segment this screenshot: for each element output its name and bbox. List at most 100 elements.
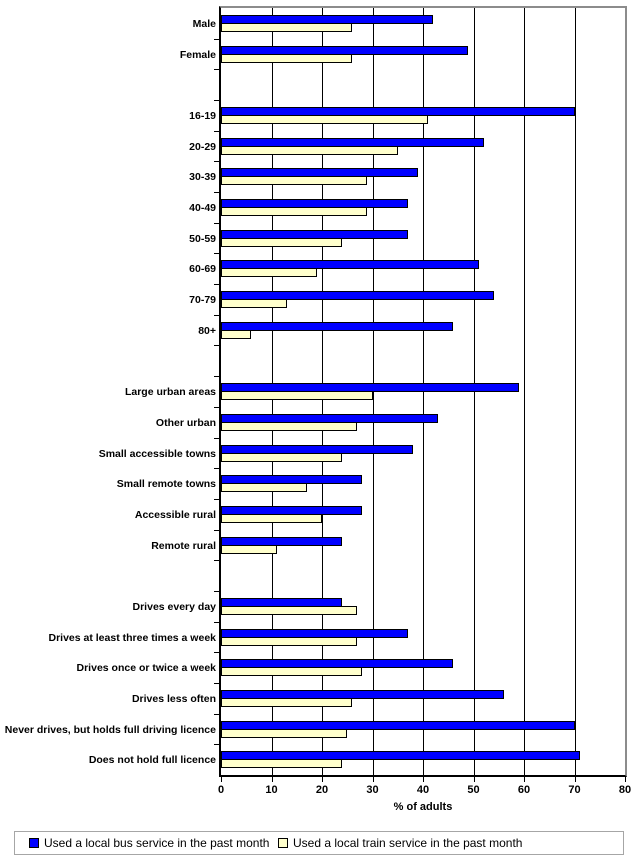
train-bar-does-not-hold-full-licence	[221, 759, 343, 769]
plot-area	[219, 6, 627, 777]
y-axis-tick	[214, 253, 220, 255]
category-label-40-49: 40-49	[189, 202, 216, 215]
y-axis-tick	[214, 744, 220, 746]
train-bar-drives-less-often	[221, 697, 353, 707]
y-axis-tick	[214, 161, 220, 163]
bus-bar-remote-rural	[221, 536, 343, 546]
bus-series-swatch	[29, 838, 39, 848]
y-axis-tick	[214, 130, 220, 132]
category-label-16-19: 16-19	[189, 110, 216, 123]
y-axis-tick	[214, 713, 220, 715]
gridline-60	[524, 8, 525, 775]
y-axis-tick	[214, 498, 220, 500]
legend-item-train: Used a local train service in the past m…	[278, 836, 522, 850]
x-axis-tick-0	[221, 777, 222, 782]
gridline-70	[574, 8, 576, 775]
bus-bar-never-drives-but-holds-full-driving-licence	[221, 720, 575, 730]
x-tick-label-60: 60	[517, 784, 531, 796]
train-bar-male	[221, 23, 353, 32]
legend-label-bus: Used a local bus service in the past mon…	[44, 836, 270, 850]
train-bar-female	[221, 53, 353, 63]
y-axis-tick	[214, 621, 220, 623]
x-tick-label-20: 20	[315, 784, 329, 796]
category-label-remote-rural: Remote rural	[151, 539, 216, 552]
x-axis-tick-20	[322, 777, 323, 782]
train-bar-20-29	[221, 145, 398, 155]
legend-label-train: Used a local train service in the past m…	[293, 836, 523, 850]
y-axis-tick	[214, 406, 220, 408]
train-bar-remote-rural	[221, 544, 277, 554]
bus-bar-80	[221, 321, 454, 331]
y-axis-tick	[214, 38, 220, 40]
y-axis-tick	[214, 284, 220, 286]
y-axis-tick	[214, 69, 220, 71]
train-bar-small-accessible-towns	[221, 452, 343, 462]
x-axis-tick-80	[625, 777, 626, 782]
y-axis-tick	[214, 345, 220, 347]
train-bar-50-59	[221, 237, 343, 247]
category-label-never-drives-but-holds-full-driving-licence: Never drives, but holds full driving lic…	[4, 723, 216, 736]
category-label-30-39: 30-39	[189, 171, 216, 184]
x-tick-label-0: 0	[217, 784, 225, 796]
category-label-other-urban: Other urban	[155, 416, 216, 429]
train-bar-16-19	[221, 115, 429, 125]
y-axis-tick	[214, 652, 220, 654]
train-bar-40-49	[221, 207, 368, 217]
x-axis-tick-40	[423, 777, 424, 782]
x-axis-tick-50	[473, 777, 475, 782]
category-label-20-29: 20-29	[189, 140, 216, 153]
y-axis-tick	[214, 560, 220, 562]
y-axis-tick	[214, 376, 220, 378]
x-tick-label-40: 40	[416, 784, 430, 796]
legend-item-bus: Used a local bus service in the past mon…	[29, 836, 278, 850]
train-bar-drives-at-least-three-times-a-week	[221, 636, 358, 646]
y-axis-tick	[214, 468, 220, 470]
x-axis-tick-30	[372, 777, 374, 782]
category-label-male: Male	[192, 18, 216, 30]
bus-bar-does-not-hold-full-licence	[221, 751, 580, 761]
category-label-small-remote-towns: Small remote towns	[116, 478, 216, 491]
train-bar-drives-every-day	[221, 605, 358, 615]
train-series-swatch	[278, 838, 288, 848]
train-bar-60-69	[221, 268, 317, 278]
category-label-drives-at-least-three-times-a-week: Drives at least three times a week	[48, 631, 216, 644]
legend: Used a local bus service in the past mon…	[14, 831, 624, 855]
bus-bar-drives-less-often	[221, 689, 504, 699]
train-bar-80	[221, 329, 252, 339]
category-label-drives-less-often: Drives less often	[131, 692, 216, 705]
x-axis-tick-60	[524, 777, 525, 782]
y-axis-tick	[214, 192, 220, 194]
x-tick-label-50: 50	[467, 784, 480, 796]
bus-bar-70-79	[221, 291, 494, 301]
x-axis-tick-10	[271, 777, 273, 782]
train-bar-accessible-rural	[221, 513, 322, 523]
train-bar-drives-once-or-twice-a-week	[221, 667, 363, 677]
train-bar-other-urban	[221, 421, 358, 431]
train-bar-large-urban-areas	[221, 391, 373, 401]
train-bar-30-39	[221, 176, 368, 186]
category-label-70-79: 70-79	[189, 294, 216, 307]
y-axis-tick	[214, 590, 220, 592]
x-tick-label-70: 70	[568, 784, 581, 796]
x-axis-tick-70	[574, 777, 576, 782]
y-axis-tick	[214, 682, 220, 684]
category-label-80: 80+	[198, 324, 216, 337]
bus-bar-60-69	[221, 260, 479, 270]
y-axis-tick	[214, 529, 220, 531]
category-label-accessible-rural: Accessible rural	[134, 508, 216, 521]
category-label-does-not-hold-full-licence: Does not hold full licence	[88, 754, 216, 767]
category-label-60-69: 60-69	[189, 263, 216, 276]
x-tick-label-30: 30	[366, 784, 379, 796]
train-bar-70-79	[221, 299, 287, 309]
category-label-female: Female	[179, 48, 216, 61]
y-axis-tick	[214, 314, 220, 316]
category-label-small-accessible-towns: Small accessible towns	[98, 447, 216, 460]
train-bar-small-remote-towns	[221, 483, 307, 493]
y-axis-tick	[214, 222, 220, 224]
x-tick-label-10: 10	[265, 784, 278, 796]
y-axis-tick	[214, 100, 220, 102]
category-label-large-urban-areas: Large urban areas	[124, 386, 216, 399]
category-label-50-59: 50-59	[189, 232, 216, 245]
category-label-drives-once-or-twice-a-week: Drives once or twice a week	[76, 662, 216, 675]
